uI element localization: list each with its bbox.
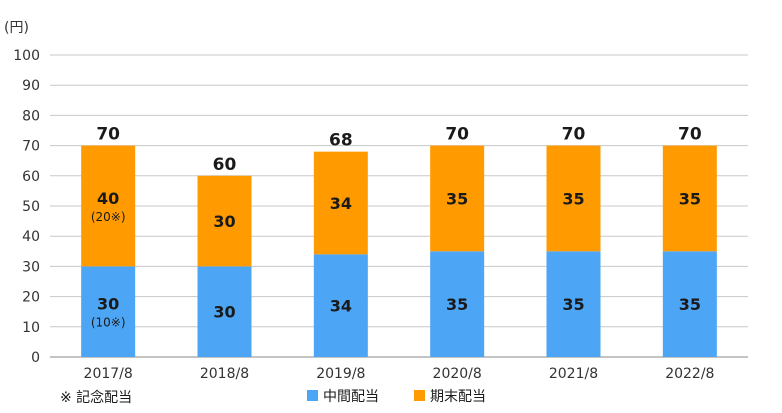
bar-segment-yearend — [430, 145, 485, 252]
y-tick-label: 0 — [31, 350, 40, 366]
bar-segment-yearend — [662, 145, 717, 252]
legend-label-yearend: 期末配当 — [430, 389, 486, 405]
bar-segment-interim — [313, 254, 368, 357]
bar-total-label: 60 — [213, 155, 237, 175]
bar-segment-yearend — [197, 175, 252, 267]
legend: 中間配当 期末配当 — [307, 389, 486, 405]
segment-value-label: 35 — [446, 295, 468, 314]
y-tick-label: 60 — [22, 169, 40, 185]
bar-segment-interim — [546, 251, 601, 357]
segment-value-label: 30 — [213, 212, 235, 231]
y-tick-label: 70 — [22, 139, 40, 155]
segment-value-label: 40 — [97, 189, 119, 208]
y-tick-label: 90 — [22, 78, 40, 94]
bar-segment-yearend — [546, 145, 601, 252]
bar-segment-interim — [430, 251, 485, 357]
segment-value-label: 34 — [330, 297, 352, 316]
bar-segment-yearend — [313, 151, 368, 255]
bar-segment-interim — [662, 251, 717, 357]
footnote: ※ 記念配当 — [60, 389, 132, 406]
bar-total-label: 70 — [96, 125, 120, 145]
bar-segment-interim — [197, 266, 252, 357]
x-tick-label: 2018/8 — [200, 366, 249, 382]
segment-value-label: 35 — [562, 295, 584, 314]
bars: 30 (10※) 40 (20※) 70 30 30 60 34 34 68 35 35 70 35 35 70… — [81, 125, 717, 357]
segment-value-label: 30 — [97, 295, 119, 314]
y-tick-label: 100 — [13, 48, 40, 64]
x-tick-label: 2020/8 — [433, 366, 482, 382]
segment-value-label: 34 — [330, 194, 352, 213]
bar-total-label: 70 — [562, 125, 586, 145]
bar-total-label: 68 — [329, 131, 353, 151]
legend-swatch-yearend — [414, 390, 425, 401]
segment-note-label: (20※) — [91, 210, 126, 224]
bar-total-label: 70 — [678, 125, 702, 145]
y-tick-label: 50 — [22, 199, 40, 215]
legend-swatch-interim — [307, 390, 318, 401]
segment-value-label: 35 — [562, 189, 584, 208]
x-axis-ticks: 2017/8 2018/8 2019/8 2020/8 2021/8 2022/8 — [84, 366, 715, 382]
segment-value-label: 30 — [213, 303, 235, 322]
y-axis-ticks: 0 10 20 30 40 50 60 70 80 90 100 — [13, 48, 40, 366]
y-tick-label: 20 — [22, 290, 40, 306]
x-tick-label: 2022/8 — [665, 366, 714, 382]
y-tick-label: 30 — [22, 259, 40, 275]
bar-segment-interim — [81, 266, 136, 357]
grid-lines — [50, 54, 748, 358]
y-tick-label: 80 — [22, 108, 40, 124]
bar-segment-yearend — [81, 145, 136, 267]
y-unit-label: (円) — [4, 20, 29, 36]
bar-total-label: 70 — [445, 125, 469, 145]
x-tick-label: 2021/8 — [549, 366, 598, 382]
segment-value-label: 35 — [679, 295, 701, 314]
y-tick-label: 40 — [22, 229, 40, 245]
segment-note-label: (10※) — [91, 316, 126, 330]
segment-value-label: 35 — [679, 189, 701, 208]
x-tick-label: 2017/8 — [84, 366, 133, 382]
y-tick-label: 10 — [22, 320, 40, 336]
segment-value-label: 35 — [446, 189, 468, 208]
legend-label-interim: 中間配当 — [323, 389, 379, 405]
x-tick-label: 2019/8 — [316, 366, 365, 382]
